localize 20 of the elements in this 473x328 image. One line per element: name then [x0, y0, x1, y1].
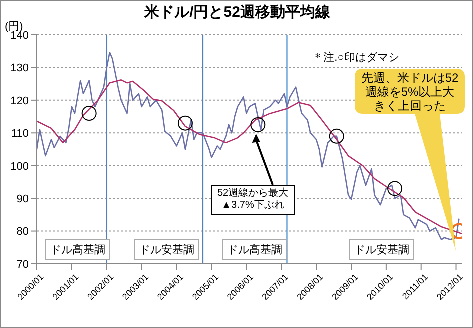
point — [178, 116, 193, 131]
point — [388, 181, 403, 196]
point — [329, 128, 344, 144]
annotation: ドル安基調 — [140, 244, 194, 256]
y-tick-label: 110 — [11, 128, 29, 140]
y-tick-label: 90 — [16, 193, 29, 206]
point — [82, 106, 97, 122]
y-tick-label: 120 — [10, 95, 29, 108]
point — [250, 117, 266, 132]
annotation: ドル高基調 — [228, 244, 282, 256]
y-tick-label: 100 — [10, 160, 29, 173]
chart-title: 米ドル/円と52週移動平均線 — [143, 3, 332, 22]
annotation: ドル高基調 — [50, 244, 106, 256]
y-tick-label: 70 — [16, 258, 29, 271]
annotation: ドル安基調 — [354, 244, 410, 256]
y-tick-label: 80 — [16, 226, 29, 238]
annotation: 52週線から最大▲3.7%下ぶれ — [211, 185, 295, 215]
annotation: ＊注.○印はダマシ — [312, 51, 400, 64]
annotation: 先週、米ドルは52週線を5%以上大きく上回った — [360, 71, 460, 113]
y-tick-label: 130 — [10, 62, 29, 75]
